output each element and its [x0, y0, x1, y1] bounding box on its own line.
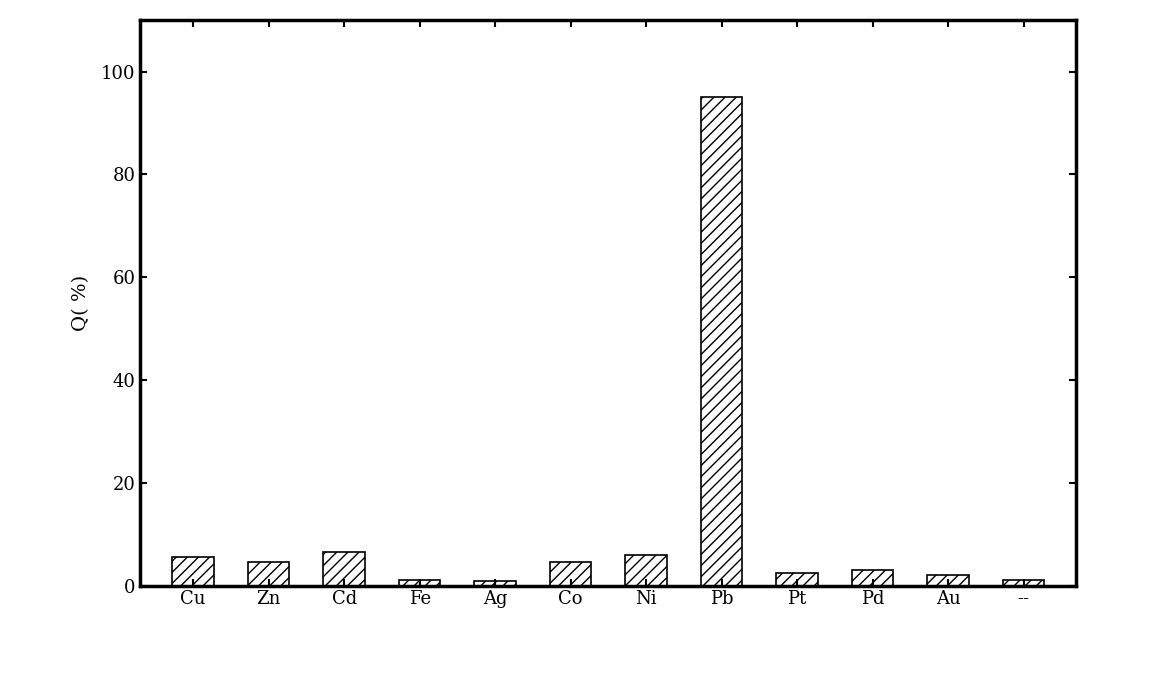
Bar [248, 563, 289, 586]
Bar [550, 563, 591, 586]
Bar [172, 557, 214, 586]
Y-axis label: Q( %): Q( %) [71, 275, 90, 331]
Bar [399, 580, 440, 586]
Bar [474, 581, 516, 586]
Bar [323, 552, 365, 586]
Bar [626, 555, 667, 586]
Bar [852, 570, 894, 586]
Bar [928, 575, 969, 586]
Bar [1003, 580, 1045, 586]
Bar [777, 573, 818, 586]
Bar [701, 98, 743, 586]
